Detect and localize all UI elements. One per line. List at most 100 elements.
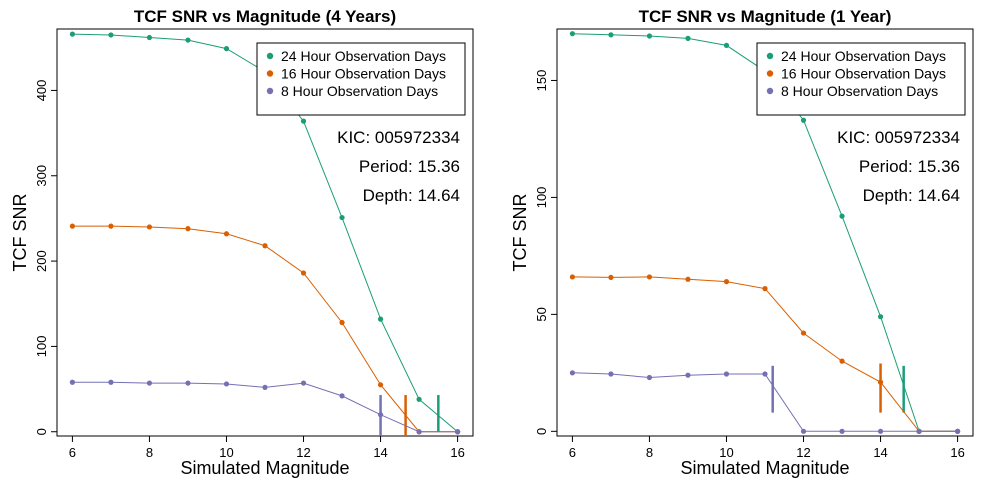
- data-point: [69, 223, 76, 229]
- y-tick-label: 150: [534, 70, 549, 92]
- legend-entry: 24 Hour Observation Days: [281, 48, 446, 64]
- chart-title: TCF SNR vs Magnitude (1 Year): [639, 7, 892, 26]
- data-point: [762, 371, 768, 377]
- annotation-text: Depth: 14.64: [863, 186, 960, 205]
- y-axis-label: TCF SNR: [10, 194, 30, 272]
- legend-marker: [766, 70, 774, 77]
- legend-marker: [766, 52, 774, 60]
- data-point: [877, 428, 884, 434]
- data-point: [800, 117, 807, 123]
- data-point: [108, 379, 114, 385]
- legend-marker: [266, 87, 274, 95]
- data-point: [954, 428, 961, 434]
- x-tick-label: 14: [373, 445, 387, 460]
- data-point: [569, 274, 576, 280]
- data-point: [69, 31, 76, 37]
- annotation-text: KIC: 005972334: [837, 128, 960, 147]
- y-tick-label: 300: [34, 165, 49, 187]
- legend-entry: 16 Hour Observation Days: [781, 66, 946, 82]
- series-2: [69, 223, 461, 436]
- x-tick-label: 10: [719, 445, 733, 460]
- data-point: [839, 358, 845, 364]
- chart-1: TCF SNR vs Magnitude (4 Years) 6 8 10 12 14 16…: [10, 7, 474, 478]
- data-point: [416, 429, 422, 435]
- data-point: [608, 371, 614, 377]
- data-point: [300, 380, 307, 386]
- annotation-text: KIC: 005972334: [337, 128, 460, 147]
- legend-entry: 16 Hour Observation Days: [281, 66, 446, 82]
- series-3: [69, 379, 461, 436]
- series-line: [572, 372, 958, 432]
- x-axis-label: Simulated Magnitude: [680, 458, 849, 478]
- data-point: [569, 31, 576, 37]
- legend-marker: [766, 87, 774, 95]
- data-point: [223, 46, 230, 52]
- plot-frame: [556, 28, 974, 437]
- chart-2: TCF SNR vs Magnitude (1 Year) 6 8 10 12 14 16 0…: [510, 7, 974, 478]
- data-point: [69, 379, 76, 385]
- annotation-text: Depth: 14.64: [363, 186, 460, 205]
- x-axis-label: Simulated Magnitude: [180, 458, 349, 478]
- data-point: [339, 214, 345, 221]
- y-tick-label: 100: [34, 336, 49, 358]
- y-tick-label: 0: [34, 428, 49, 435]
- data-point: [877, 314, 884, 320]
- x-tick-label: 14: [873, 445, 887, 460]
- data-point: [646, 374, 653, 381]
- data-point: [339, 319, 345, 326]
- data-point: [839, 428, 845, 434]
- data-point: [685, 35, 691, 41]
- data-point: [723, 42, 730, 48]
- legend-entry: 8 Hour Observation Days: [281, 83, 438, 99]
- data-point: [108, 32, 114, 38]
- data-point: [762, 286, 768, 292]
- data-point: [685, 372, 691, 378]
- data-point: [800, 428, 807, 434]
- x-tick-label: 12: [296, 445, 310, 460]
- legend-entry: 8 Hour Observation Days: [781, 83, 938, 99]
- chart-title: TCF SNR vs Magnitude (4 Years): [134, 7, 396, 26]
- data-point: [223, 381, 230, 387]
- series-line: [72, 225, 458, 433]
- data-point: [185, 37, 191, 43]
- legend-box: [756, 42, 966, 116]
- legend-marker: [266, 52, 274, 60]
- data-point: [416, 396, 422, 402]
- data-point: [646, 33, 653, 39]
- data-point: [185, 380, 191, 386]
- legend-box: [256, 42, 466, 116]
- data-point: [185, 226, 191, 232]
- x-tick-label: 16: [950, 445, 964, 460]
- data-point: [108, 223, 114, 229]
- legend-marker: [266, 70, 274, 77]
- data-point: [723, 371, 730, 377]
- data-point: [146, 224, 153, 230]
- data-point: [723, 279, 730, 285]
- series-line: [572, 276, 958, 432]
- data-point: [608, 274, 614, 281]
- series-2: [569, 274, 961, 434]
- data-point: [146, 380, 153, 386]
- legend-entry: 24 Hour Observation Days: [781, 48, 946, 64]
- data-point: [454, 429, 461, 435]
- y-tick-label: 200: [34, 250, 49, 272]
- y-tick-label: 0: [534, 428, 549, 435]
- data-point: [377, 382, 384, 388]
- data-point: [262, 243, 268, 249]
- legend: 24 Hour Observation Days 16 Hour Observat…: [756, 42, 966, 116]
- annotation-text: Period: 15.36: [859, 157, 960, 176]
- plot-frame: [56, 28, 474, 437]
- legend: 24 Hour Observation Days 16 Hour Observat…: [256, 42, 466, 116]
- series-3: [569, 365, 961, 434]
- data-point: [262, 384, 268, 390]
- x-tick-label: 12: [796, 445, 810, 460]
- y-tick-label: 400: [34, 80, 49, 102]
- data-point: [146, 34, 153, 41]
- data-point: [300, 118, 307, 124]
- x-tick-label: 10: [219, 445, 233, 460]
- data-point: [377, 316, 384, 322]
- x-tick-label: 6: [569, 445, 576, 460]
- x-tick-label: 8: [146, 445, 153, 460]
- data-point: [685, 276, 691, 282]
